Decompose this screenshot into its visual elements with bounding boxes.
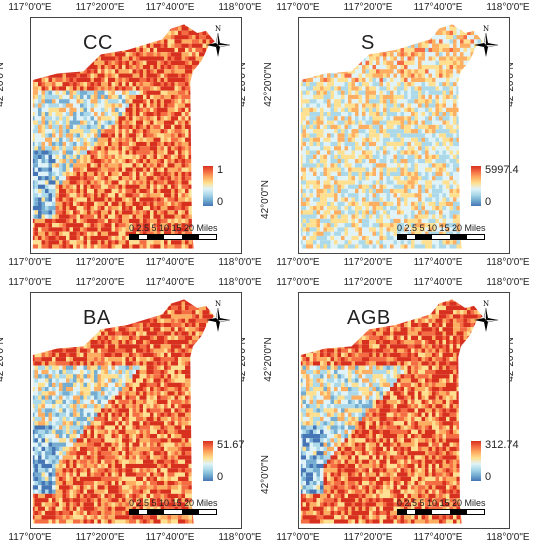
map-panel-agb: 117°0'0"E 117°20'0"E 117°40'0"E 118°0'0"… — [260, 275, 536, 550]
map-frame: S N 5997.4 0 0 2.5 5 10 15 20 Miles — [298, 17, 519, 254]
longitude-tick-bottom: 117°20'0"E — [75, 257, 125, 268]
legend-min-label: 0 — [217, 196, 224, 208]
color-ramp-legend — [471, 441, 481, 481]
color-ramp-legend — [203, 166, 213, 206]
panel-title: CC — [83, 32, 113, 54]
latitude-tick-left: 42°20'0"N — [0, 62, 6, 107]
longitude-tick-top: 117°40'0"E — [145, 277, 195, 288]
north-arrow-icon: N — [471, 299, 501, 333]
scale-bar: 0 2.5 5 10 15 20 Miles — [129, 223, 239, 240]
longitude-tick-top: 117°0'0"E — [276, 277, 320, 288]
longitude-tick-top: 118°0'0"E — [218, 277, 262, 288]
longitude-tick-bottom: 117°40'0"E — [413, 532, 463, 543]
longitude-tick-bottom: 118°0'0"E — [218, 532, 262, 543]
longitude-tick-top: 117°40'0"E — [145, 2, 195, 13]
latitude-tick-left: 42°0'0"N — [259, 455, 271, 494]
longitude-tick-bottom: 117°0'0"E — [8, 532, 52, 543]
longitude-tick-bottom: 117°20'0"E — [75, 532, 125, 543]
legend-max-label: 51.67 — [217, 439, 245, 451]
latitude-tick-left: 42°20'0"N — [262, 337, 274, 382]
longitude-tick-top: 117°20'0"E — [75, 2, 125, 13]
longitude-tick-top: 117°40'0"E — [413, 277, 463, 288]
longitude-tick-top: 117°20'0"E — [75, 277, 125, 288]
latitude-tick-left: 42°0'0"N — [0, 455, 3, 494]
scale-bar-labels: 0 2.5 5 10 15 20 Miles — [129, 498, 218, 508]
raster-map-ba — [32, 299, 215, 524]
legend-min-label: 0 — [485, 196, 492, 208]
scale-bar-labels: 0 2.5 5 10 15 20 Miles — [397, 498, 486, 508]
longitude-tick-bottom: 118°0'0"E — [486, 257, 530, 268]
longitude-tick-bottom: 117°0'0"E — [276, 257, 320, 268]
longitude-tick-bottom: 117°0'0"E — [276, 532, 320, 543]
map-panel-ba: 117°0'0"E 117°20'0"E 117°40'0"E 118°0'0"… — [0, 275, 268, 550]
raster-map-agb — [300, 299, 483, 524]
map-panel-cc: 117°0'0"E 117°20'0"E 117°40'0"E 118°0'0"… — [0, 0, 268, 275]
longitude-tick-bottom: 117°0'0"E — [8, 257, 52, 268]
longitude-tick-top: 118°0'0"E — [486, 2, 530, 13]
longitude-tick-bottom: 117°40'0"E — [145, 532, 195, 543]
longitude-tick-top: 117°0'0"E — [8, 277, 52, 288]
longitude-tick-bottom: 117°20'0"E — [343, 257, 393, 268]
longitude-tick-top: 117°0'0"E — [276, 2, 320, 13]
latitude-tick-left: 42°0'0"N — [0, 180, 3, 219]
scale-bar-graphic — [129, 509, 217, 515]
scale-bar-graphic — [129, 234, 217, 240]
panel-title: S — [361, 32, 375, 54]
latitude-tick-left: 42°20'0"N — [262, 62, 274, 107]
map-frame: CC N 1 0 0 2.5 5 10 15 20 Miles — [30, 17, 242, 254]
longitude-tick-bottom: 118°0'0"E — [218, 257, 262, 268]
raster-map-cc — [32, 24, 215, 249]
scale-bar-graphic — [397, 234, 485, 240]
north-arrow-icon: N — [471, 24, 501, 58]
panel-title: AGB — [347, 307, 391, 329]
longitude-tick-bottom: 117°40'0"E — [413, 257, 463, 268]
scale-bar: 0 2.5 5 10 15 20 Miles — [397, 498, 507, 515]
longitude-tick-bottom: 118°0'0"E — [486, 532, 530, 543]
scale-bar-labels: 0 2.5 5 10 15 20 Miles — [129, 223, 218, 233]
scale-bar-labels: 0 2.5 5 10 15 20 Miles — [397, 223, 486, 233]
legend-max-label: 1 — [217, 164, 224, 176]
longitude-tick-top: 117°20'0"E — [343, 277, 393, 288]
latitude-tick-left: 42°20'0"N — [0, 337, 6, 382]
panel-title: BA — [83, 307, 111, 329]
latitude-tick-left: 42°0'0"N — [259, 180, 271, 219]
legend-min-label: 0 — [485, 471, 492, 483]
raster-map-s — [300, 24, 483, 249]
legend-max-label: 5997.4 — [485, 164, 519, 176]
north-arrow-icon: N — [203, 24, 233, 58]
color-ramp-legend — [203, 441, 213, 481]
svg-text:N: N — [215, 25, 221, 33]
longitude-tick-top: 118°0'0"E — [486, 277, 530, 288]
north-arrow-icon: N — [203, 299, 233, 333]
scale-bar: 0 2.5 5 10 15 20 Miles — [397, 223, 507, 240]
legend-max-label: 312.74 — [485, 439, 519, 451]
scale-bar: 0 2.5 5 10 15 20 Miles — [129, 498, 239, 515]
longitude-tick-top: 117°40'0"E — [413, 2, 463, 13]
longitude-tick-top: 117°0'0"E — [8, 2, 52, 13]
longitude-tick-bottom: 117°40'0"E — [145, 257, 195, 268]
longitude-tick-bottom: 117°20'0"E — [343, 532, 393, 543]
map-frame: AGB N 312.74 0 0 2.5 5 10 15 20 Miles — [298, 292, 519, 529]
map-frame: BA N 51.67 0 0 2.5 5 10 15 20 Miles — [30, 292, 245, 529]
map-panel-s: 117°0'0"E 117°20'0"E 117°40'0"E 118°0'0"… — [260, 0, 536, 275]
color-ramp-legend — [471, 166, 481, 206]
longitude-tick-top: 118°0'0"E — [218, 2, 262, 13]
scale-bar-graphic — [397, 509, 485, 515]
legend-min-label: 0 — [217, 471, 224, 483]
longitude-tick-top: 117°20'0"E — [343, 2, 393, 13]
